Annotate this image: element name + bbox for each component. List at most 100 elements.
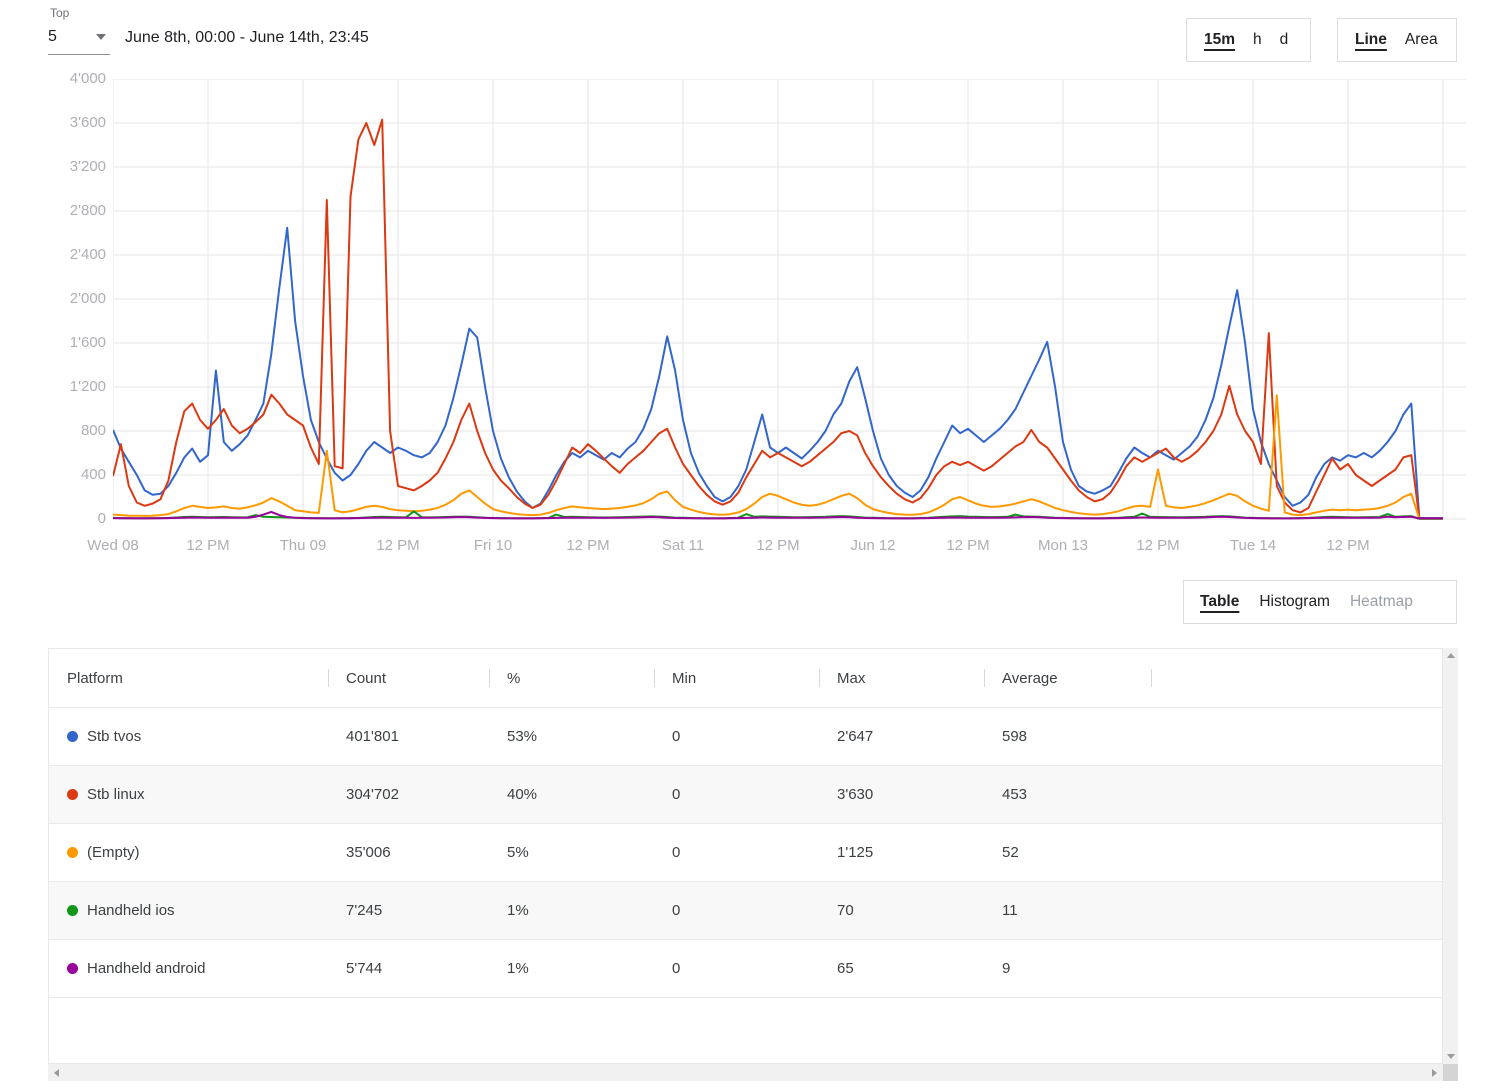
- platform-name: Handheld android: [87, 960, 206, 977]
- max-value: 3'630: [837, 786, 874, 803]
- x-axis-tick-label: Mon 13: [1037, 537, 1089, 554]
- y-axis-tick-label: 2'000: [69, 290, 106, 307]
- top-n-value: 5: [48, 28, 57, 45]
- max-value: 70: [837, 902, 854, 919]
- count-value: 304'702: [346, 786, 399, 803]
- min-value: 0: [672, 960, 681, 977]
- percent-value: 53%: [507, 728, 538, 745]
- x-axis-tick-label: Sat 11: [661, 537, 705, 554]
- series-color-dot: [67, 905, 78, 916]
- platform-table: Platform Count % Min Max Average Stb tvo…: [48, 648, 1443, 1064]
- y-axis-tick-label: 2'800: [69, 202, 106, 219]
- platform-name: Stb linux: [87, 786, 145, 803]
- interval-selector: 15m h d: [1186, 18, 1311, 62]
- top-n-label: Top: [50, 6, 70, 20]
- count-value: 5'744: [346, 960, 383, 977]
- average-value: 9: [1002, 960, 1011, 977]
- table-header-row: Platform Count % Min Max Average: [49, 649, 1442, 708]
- tab-heatmap[interactable]: Heatmap: [1349, 593, 1413, 610]
- x-axis-tick-label: Wed 08: [87, 537, 139, 554]
- table-row[interactable]: Handheld ios 7'245 1% 0 70 11: [49, 882, 1442, 940]
- tab-table[interactable]: Table: [1200, 593, 1240, 610]
- series-color-dot: [67, 789, 78, 800]
- percent-value: 1%: [507, 960, 529, 977]
- chart-type-selector: Line Area: [1337, 18, 1457, 62]
- min-value: 0: [672, 786, 681, 803]
- count-value: 7'245: [346, 902, 383, 919]
- max-value: 65: [837, 960, 854, 977]
- scroll-right-icon[interactable]: [1432, 1068, 1437, 1077]
- column-header-min[interactable]: Min: [654, 669, 819, 687]
- x-axis-tick-label: Fri 10: [473, 537, 513, 554]
- count-value: 401'801: [346, 728, 399, 745]
- column-header-max[interactable]: Max: [819, 669, 984, 687]
- y-axis-tick-label: 3'200: [69, 158, 106, 175]
- table-row[interactable]: Stb linux 304'702 40% 0 3'630 453: [49, 766, 1442, 824]
- series-line-handheld-android: [113, 510, 1443, 520]
- min-value: 0: [672, 728, 681, 745]
- scroll-down-icon[interactable]: [1446, 1054, 1455, 1059]
- chevron-down-icon: [96, 34, 106, 40]
- series-line-stb-linux: [113, 118, 1443, 520]
- y-axis-tick-label: 800: [80, 422, 106, 439]
- average-value: 52: [1002, 844, 1019, 861]
- x-axis-tick-label: 12 PM: [566, 537, 610, 554]
- y-axis-tick-label: 1'600: [69, 334, 106, 351]
- date-range[interactable]: June 8th, 00:00 - June 14th, 23:45: [125, 29, 369, 46]
- top-n-select[interactable]: 5: [48, 28, 110, 55]
- y-axis-tick-label: 2'400: [69, 246, 106, 263]
- x-axis-tick-label: 12 PM: [756, 537, 800, 554]
- chart-type-area-button[interactable]: Area: [1404, 31, 1438, 48]
- interval-15m-button[interactable]: 15m: [1204, 31, 1236, 48]
- y-axis-tick-label: 4'000: [69, 70, 106, 87]
- min-value: 0: [672, 902, 681, 919]
- table-body: Stb tvos 401'801 53% 0 2'647 598 Stb lin…: [49, 708, 1442, 998]
- column-header-percent[interactable]: %: [489, 669, 654, 687]
- horizontal-scrollbar[interactable]: [48, 1064, 1443, 1081]
- chart-type-line-button[interactable]: Line: [1355, 31, 1387, 48]
- vertical-scrollbar[interactable]: [1443, 648, 1458, 1064]
- scroll-left-icon[interactable]: [54, 1068, 59, 1077]
- column-header-platform[interactable]: Platform: [67, 669, 123, 687]
- series-color-dot: [67, 963, 78, 974]
- percent-value: 5%: [507, 844, 529, 861]
- column-header-count[interactable]: Count: [328, 669, 489, 687]
- count-value: 35'006: [346, 844, 391, 861]
- percent-value: 1%: [507, 902, 529, 919]
- y-axis-tick-label: 3'600: [69, 114, 106, 131]
- column-header-average[interactable]: Average: [984, 669, 1151, 687]
- series-color-dot: [67, 731, 78, 742]
- table-row[interactable]: Handheld android 5'744 1% 0 65 9: [49, 940, 1442, 998]
- table-row[interactable]: Stb tvos 401'801 53% 0 2'647 598: [49, 708, 1442, 766]
- tab-histogram[interactable]: Histogram: [1259, 593, 1330, 610]
- x-axis-tick-label: Jun 12: [850, 537, 896, 554]
- max-value: 2'647: [837, 728, 874, 745]
- scroll-up-icon[interactable]: [1446, 653, 1455, 658]
- x-axis-tick-label: 12 PM: [186, 537, 230, 554]
- line-chart[interactable]: [113, 79, 1466, 520]
- average-value: 598: [1002, 728, 1028, 745]
- y-axis-tick-label: 0: [97, 510, 106, 527]
- x-axis-tick-label: Tue 14: [1229, 537, 1277, 554]
- platform-name: (Empty): [87, 844, 140, 861]
- view-tabs: Table Histogram Heatmap: [1183, 580, 1457, 624]
- y-axis-tick-label: 1'200: [69, 378, 106, 395]
- y-axis-tick-label: 400: [80, 466, 106, 483]
- platform-table-panel: Platform Count % Min Max Average Stb tvo…: [48, 648, 1458, 1081]
- series-line-empty: [113, 394, 1443, 520]
- interval-day-button[interactable]: d: [1279, 31, 1289, 48]
- max-value: 1'125: [837, 844, 874, 861]
- x-axis-tick-label: Thu 09: [279, 537, 327, 554]
- platform-name: Stb tvos: [87, 728, 142, 745]
- x-axis-tick-label: 12 PM: [376, 537, 420, 554]
- average-value: 453: [1002, 786, 1028, 803]
- x-axis-tick-label: 12 PM: [946, 537, 990, 554]
- min-value: 0: [672, 844, 681, 861]
- interval-hour-button[interactable]: h: [1253, 31, 1262, 48]
- percent-value: 40%: [507, 786, 538, 803]
- platform-name: Handheld ios: [87, 902, 175, 919]
- x-axis-tick-label: 12 PM: [1136, 537, 1180, 554]
- series-color-dot: [67, 847, 78, 858]
- table-row[interactable]: (Empty) 35'006 5% 0 1'125 52: [49, 824, 1442, 882]
